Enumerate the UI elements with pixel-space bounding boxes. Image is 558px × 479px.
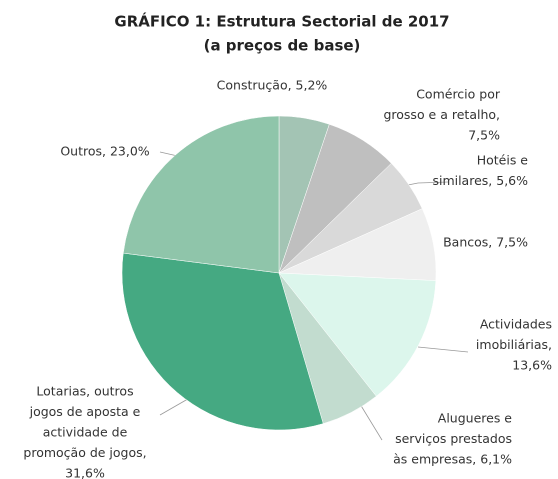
slice-label: Hotéis e (477, 153, 529, 168)
slice-label: actividade de (43, 425, 128, 440)
slice-label: grosso e a retalho, (383, 107, 500, 122)
slice-label: Outros, 23,0% (60, 144, 149, 159)
slice-label: jogos de aposta e (29, 404, 141, 419)
slice-label: 7,5% (468, 128, 500, 143)
slice-label: Comércio por (416, 87, 501, 102)
pie-slice (121, 252, 324, 431)
chart-subtitle: (a preços de base) (204, 37, 361, 55)
leader-line (359, 403, 383, 441)
pie-slice (278, 272, 437, 397)
leader-line (417, 346, 469, 353)
slice-label: serviços prestados (395, 431, 512, 446)
slice-label: similares, 5,6% (432, 173, 528, 188)
slice-label: Bancos, 7,5% (443, 235, 528, 250)
pie-slice (122, 115, 280, 274)
slice-label: 31,6% (65, 466, 105, 479)
slice-label: imobiliárias, (476, 337, 552, 352)
chart-title: GRÁFICO 1: Estrutura Sectorial de 2017 (114, 12, 449, 31)
slice-label: Alugueres e (438, 411, 513, 426)
slice-label: 13,6% (512, 358, 552, 373)
slice-label: Construção, 5,2% (217, 78, 328, 93)
slice-label: Actividades (480, 317, 552, 332)
slice-label: Lotarias, outros (36, 384, 133, 399)
slice-label: às empresas, 6,1% (393, 452, 512, 467)
slice-label: promoção de jogos, (23, 445, 146, 460)
